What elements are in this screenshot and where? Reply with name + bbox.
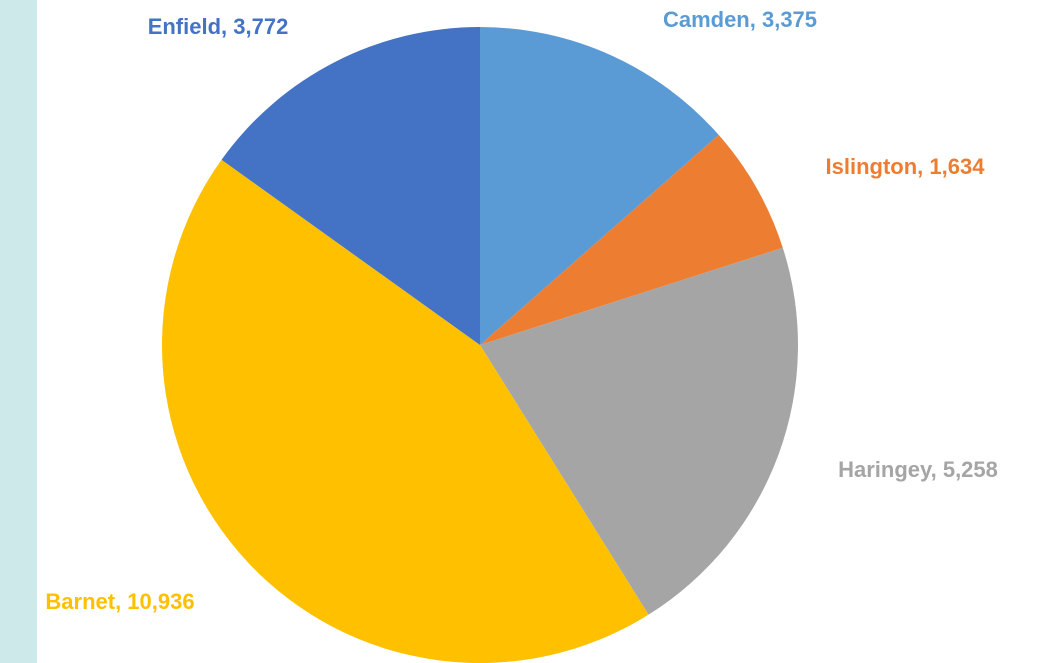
pie-slice [162, 159, 649, 663]
data-label: Enfield, 3,772 [148, 14, 289, 39]
data-label: Barnet, 10,936 [45, 589, 194, 614]
pie-slice [480, 247, 798, 615]
pie-slice [480, 27, 719, 345]
side-strip [0, 0, 37, 663]
pie-slice [221, 27, 480, 345]
pie-slice [480, 134, 783, 345]
data-label: Camden, 3,375 [663, 7, 817, 32]
data-label: Haringey, 5,258 [838, 457, 998, 482]
data-label: Islington, 1,634 [826, 154, 986, 179]
